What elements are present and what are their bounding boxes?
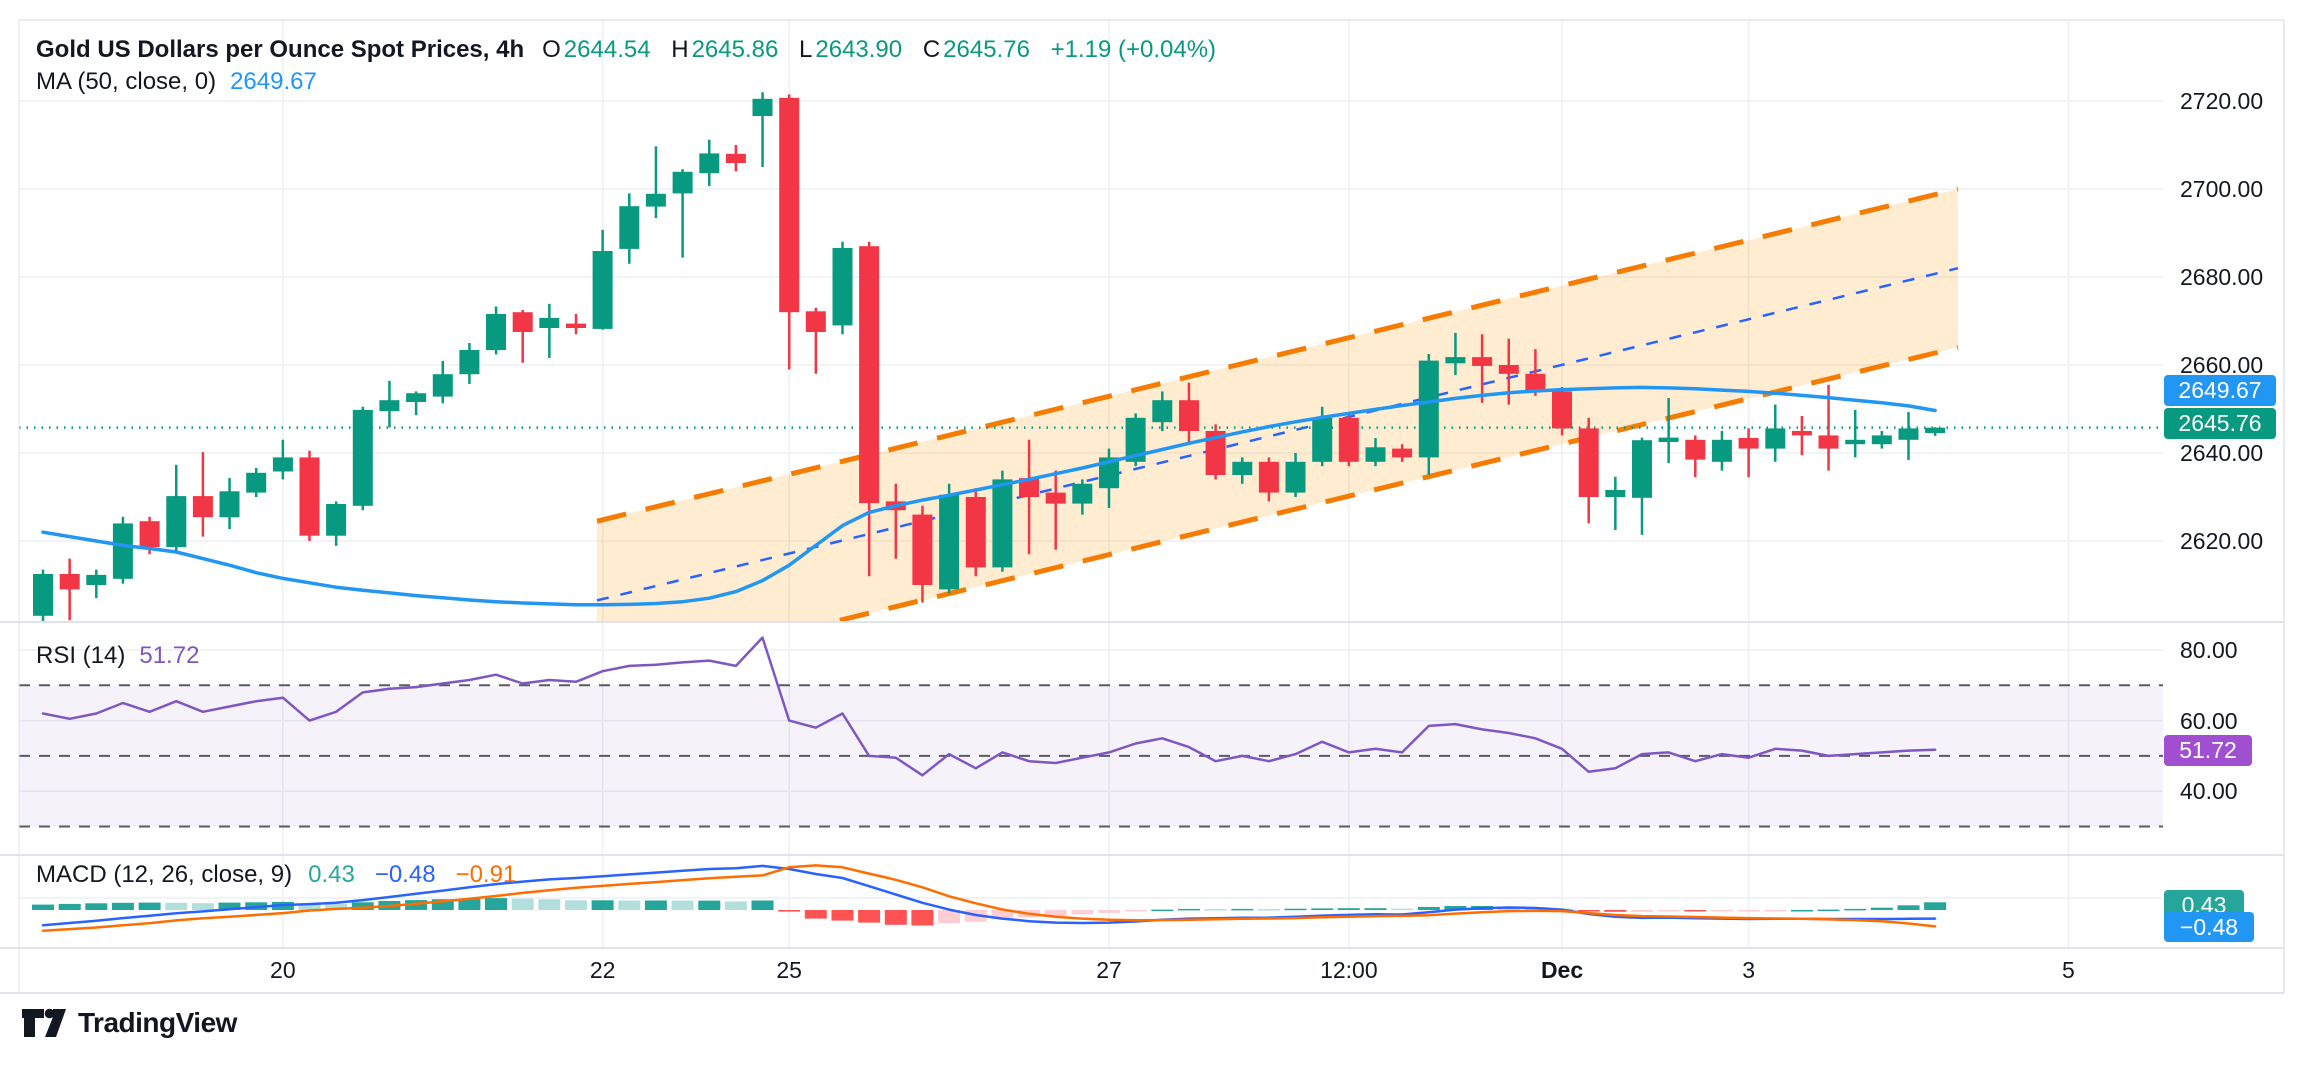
ohlc-low-value: 2643.90 <box>815 36 903 63</box>
time-tick: 5 <box>2061 957 2075 983</box>
macd-line-badge: −0.48 <box>2164 912 2254 942</box>
ma-value-badge: 2649.67 <box>2164 375 2276 406</box>
ohlc-high-value: 2645.86 <box>691 36 779 63</box>
time-tick: 25 <box>776 957 802 983</box>
last-price-badge: 2645.76 <box>2164 408 2276 439</box>
ohlc-high-label: H <box>671 36 689 63</box>
ma-indicator-legend[interactable]: MA (50, close, 0) 2649.67 <box>36 68 317 96</box>
rsi-value-badge: 51.72 <box>2164 735 2252 766</box>
rsi-indicator-legend[interactable]: RSI (14) 51.72 <box>36 642 199 670</box>
tradingview-logo[interactable]: TradingView <box>20 1006 237 1040</box>
rsi-indicator-value: 51.72 <box>139 642 200 669</box>
price-tick: 2680.00 <box>2180 264 2264 290</box>
ma-indicator-value: 2649.67 <box>230 68 317 95</box>
ma-indicator-label: MA (50, close, 0) <box>36 68 217 95</box>
ohlc-close-value: 2645.76 <box>943 36 1030 63</box>
price-tick: 2640.00 <box>2180 440 2264 466</box>
time-tick: Dec <box>1540 957 1584 983</box>
time-tick: 27 <box>1096 957 1122 983</box>
rsi-tick: 60.00 <box>2180 707 2238 734</box>
macd-hist-value: 0.43 <box>308 861 355 888</box>
rsi-indicator-label: RSI (14) <box>36 642 126 669</box>
ohlc-open-value: 2644.54 <box>563 36 651 63</box>
ohlc-close-label: C <box>922 36 941 63</box>
macd-indicator-legend[interactable]: MACD (12, 26, close, 9) 0.43 −0.48 −0.91 <box>36 861 516 889</box>
main-symbol-legend[interactable]: Gold US Dollars per Ounce Spot Prices, 4… <box>36 36 1216 64</box>
ohlc-change: +1.19 (+0.04%) <box>1050 36 1217 63</box>
time-tick: 12:00 <box>1320 957 1378 983</box>
price-tick: 2660.00 <box>2180 352 2264 378</box>
tradingview-wordmark: TradingView <box>78 1007 237 1038</box>
time-tick: 20 <box>270 957 296 983</box>
ohlc-low-label: L <box>799 36 813 63</box>
time-tick: 3 <box>1742 957 1755 983</box>
time-tick: 22 <box>589 957 616 983</box>
macd-line-value: −0.48 <box>374 861 436 888</box>
rsi-tick: 80.00 <box>2180 637 2238 663</box>
ohlc-open-label: O <box>542 36 561 63</box>
price-tick: 2720.00 <box>2180 88 2264 114</box>
rsi-tick: 40.00 <box>2180 778 2238 805</box>
macd-indicator-label: MACD (12, 26, close, 9) <box>36 861 293 888</box>
tradingview-logo-icon <box>22 1008 66 1037</box>
price-tick: 2620.00 <box>2180 528 2264 554</box>
symbol-title[interactable]: Gold US Dollars per Ounce Spot Prices, 4… <box>36 36 525 63</box>
price-tick: 2700.00 <box>2180 176 2264 202</box>
macd-signal-value: −0.91 <box>455 861 517 888</box>
